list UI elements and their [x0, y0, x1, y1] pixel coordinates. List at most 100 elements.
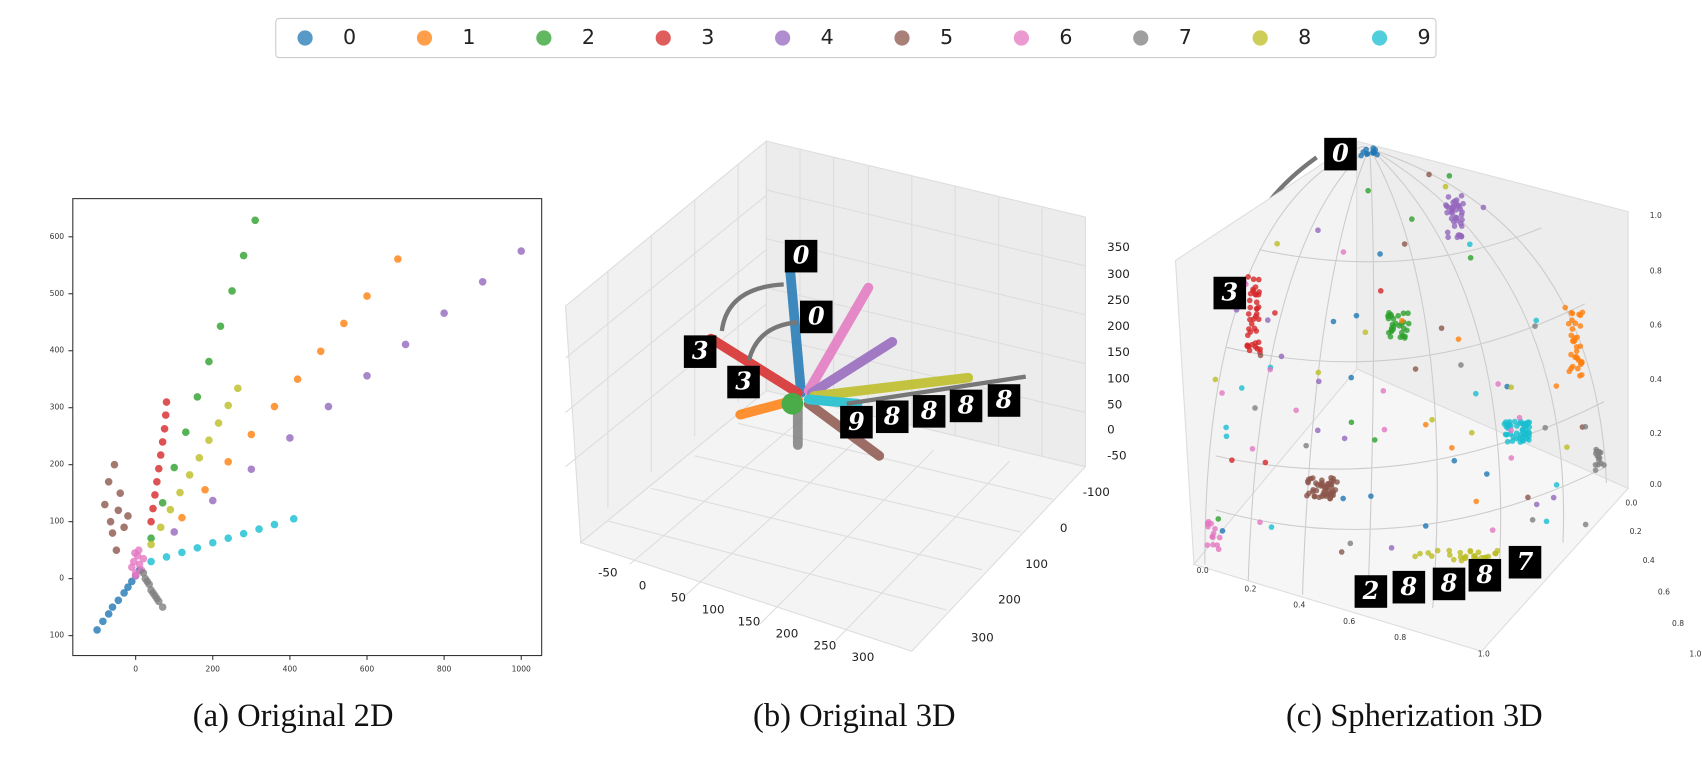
- legend-marker: [297, 30, 313, 46]
- point: [131, 549, 139, 557]
- cluster-dot: [1248, 321, 1255, 327]
- digit-label: 8: [1440, 570, 1458, 598]
- scatter-dot: [1543, 518, 1550, 525]
- x-tick-label: 1.0: [1478, 649, 1490, 658]
- scatter-dot: [1388, 544, 1395, 551]
- cluster-dot: [1255, 276, 1262, 283]
- cluster-dot: [1398, 329, 1405, 336]
- scatter-dot: [1529, 517, 1536, 523]
- scatter-dot: [1229, 457, 1235, 463]
- scatter-dot: [1553, 383, 1560, 389]
- cluster-dot: [1425, 550, 1432, 556]
- scatter-dot: [1438, 325, 1445, 331]
- scatter-dot: [1377, 288, 1384, 294]
- point: [255, 525, 263, 533]
- cluster-dot: [1444, 209, 1450, 216]
- x-tick-label: 0.4: [1293, 601, 1305, 610]
- cluster-dot: [1247, 329, 1254, 335]
- scatter-dot: [1550, 494, 1557, 501]
- cluster-dot: [1256, 289, 1262, 295]
- scatter-dot: [1223, 424, 1229, 431]
- point: [251, 216, 259, 225]
- cluster-dot: [1392, 320, 1399, 327]
- cluster-dot: [1445, 234, 1451, 241]
- cluster-dot: [1460, 200, 1466, 207]
- cluster-dot: [1569, 326, 1576, 332]
- point: [149, 504, 157, 513]
- scatter-dot: [1473, 498, 1480, 505]
- scatter-dot: [1473, 390, 1479, 397]
- digit-image: [784, 239, 818, 273]
- scatter-dot: [1338, 549, 1345, 555]
- legend-label: 8: [1298, 25, 1311, 49]
- point: [147, 557, 155, 566]
- scatter-dot: [1340, 495, 1346, 502]
- y-tick-label: 0.6: [1658, 588, 1670, 597]
- point: [289, 515, 298, 523]
- legend-label: 1: [462, 25, 475, 49]
- scatter-dot: [1219, 528, 1226, 534]
- scatter-dot: [1215, 516, 1222, 522]
- cluster-dot: [1245, 311, 1252, 317]
- panes-sphere: [1174, 140, 1630, 652]
- digit-image: [683, 335, 717, 368]
- scatter-dot: [1315, 369, 1322, 376]
- point: [110, 460, 119, 469]
- x-tick-label: 1000: [512, 665, 531, 674]
- y-tick-label: 400: [50, 346, 65, 355]
- scatter-dot: [1377, 251, 1383, 257]
- scatter-dot: [1458, 362, 1464, 368]
- y-tick-label: 300: [971, 631, 994, 645]
- point: [116, 489, 125, 497]
- legend-label: 5: [940, 25, 953, 49]
- point: [363, 292, 371, 300]
- digit-image: [1213, 276, 1247, 310]
- point: [247, 465, 256, 474]
- scatter-dot: [1315, 378, 1322, 385]
- digit-image: [1468, 558, 1502, 592]
- y-tick-label: 200: [50, 460, 65, 469]
- legend-label: 9: [1418, 25, 1431, 49]
- scatter-dot: [1380, 388, 1387, 394]
- scatter-dot: [1330, 318, 1337, 325]
- legend-label: 4: [821, 25, 834, 49]
- scatter-dot: [1532, 323, 1538, 329]
- cluster-dot: [1472, 553, 1478, 559]
- scatter-dot: [1267, 366, 1274, 373]
- x-tick-label: 200: [776, 626, 799, 640]
- digit-image: [840, 405, 873, 439]
- cluster-dot: [1513, 430, 1520, 437]
- z-tick-label: 50: [1107, 397, 1122, 411]
- cluster-dot: [1451, 223, 1458, 229]
- scatter-dot: [1257, 352, 1264, 359]
- cluster-dot: [1459, 209, 1465, 215]
- x-tick-label: 0: [133, 665, 138, 674]
- point: [162, 398, 171, 406]
- point: [108, 529, 117, 537]
- cluster-dot: [1252, 313, 1259, 320]
- point: [170, 528, 179, 536]
- cluster-dot: [1444, 229, 1451, 236]
- point: [147, 540, 155, 549]
- scatter-dot: [1553, 482, 1560, 488]
- x-tick-label: 0: [639, 579, 647, 593]
- cluster-dot: [1250, 276, 1257, 283]
- cluster-dot: [1568, 309, 1575, 316]
- legend-marker: [1371, 30, 1388, 46]
- scatter-dot: [1257, 519, 1263, 526]
- cluster-dot: [1370, 148, 1376, 155]
- plot-frame: [72, 198, 543, 657]
- cluster-dot: [1400, 310, 1407, 317]
- point: [114, 506, 123, 515]
- x-tick-label: 250: [814, 638, 837, 652]
- cluster-dot: [1511, 418, 1518, 425]
- legend-marker: [1013, 30, 1029, 46]
- point: [193, 393, 202, 401]
- point: [478, 278, 487, 286]
- z-tick-label: 0.6: [1650, 321, 1662, 330]
- legend-marker: [655, 30, 671, 46]
- cluster-dot: [1526, 419, 1533, 426]
- scatter-dot: [1412, 366, 1419, 372]
- scatter-dot: [1426, 171, 1432, 178]
- cluster-dot: [1502, 419, 1509, 425]
